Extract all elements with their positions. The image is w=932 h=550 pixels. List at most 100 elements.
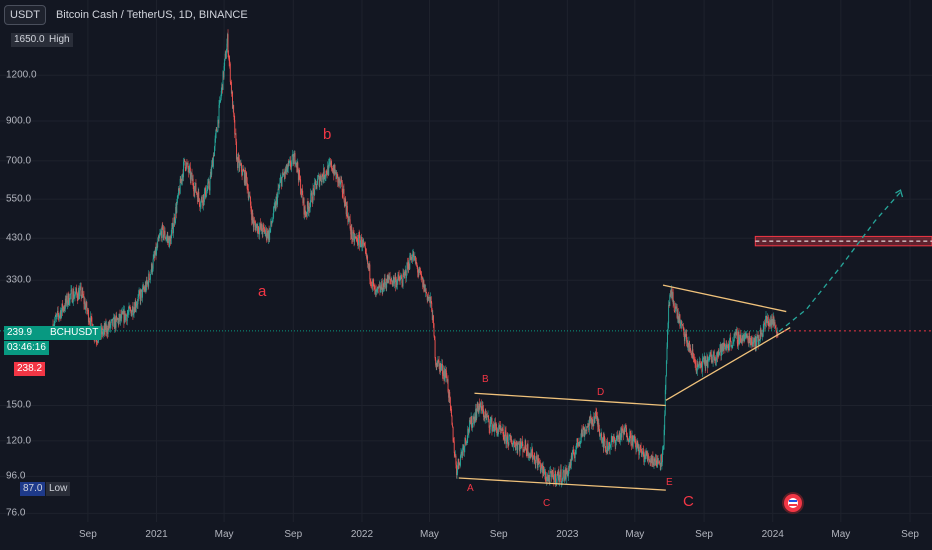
candle-body [689, 340, 690, 352]
candle-body [321, 174, 323, 183]
candle-body [109, 324, 111, 328]
candle-body [539, 462, 541, 471]
candle-body [381, 280, 383, 293]
candle-body [522, 444, 524, 452]
candle-body [630, 433, 632, 445]
currency-badge[interactable]: USDT [4, 5, 46, 25]
candle-body [609, 442, 611, 450]
candle-body [730, 337, 731, 342]
wave-label-A: A [467, 483, 474, 494]
candle-body [447, 379, 449, 392]
candle-body [398, 275, 400, 280]
candle-body [408, 261, 410, 269]
candle-body [757, 334, 759, 346]
candle-body [769, 322, 771, 326]
candle-body [524, 450, 526, 451]
x-tick-label: 2022 [350, 529, 374, 540]
candle-body [372, 279, 374, 284]
candle-body [328, 162, 330, 175]
candle-body [103, 325, 105, 330]
wave-label-B: B [482, 374, 489, 385]
candle-body [264, 228, 266, 234]
candle-body [430, 297, 432, 304]
low-value: 87.0 [23, 483, 43, 494]
candle-body [212, 160, 214, 167]
candle-body [647, 454, 649, 459]
candle-body [207, 182, 209, 190]
candle-body [438, 360, 440, 364]
candle-body [347, 216, 349, 222]
candle-body [184, 159, 186, 162]
candle-body [495, 424, 497, 430]
candle-body [301, 188, 303, 194]
candle-body [461, 451, 463, 455]
candle-body [519, 444, 520, 452]
candle-body [474, 416, 476, 422]
candle-body [733, 335, 735, 342]
candle-body [306, 201, 308, 215]
candle-body [68, 293, 70, 305]
candle-body [243, 171, 245, 183]
candle-body [330, 161, 332, 165]
candle-body [645, 450, 647, 456]
candle-body [298, 169, 300, 181]
candle-body [652, 456, 654, 464]
candle-body [702, 357, 704, 359]
candle-body [757, 334, 759, 337]
candle-body [180, 179, 182, 184]
candle-body [661, 462, 663, 465]
candle-body [441, 363, 443, 375]
candle-body [229, 63, 231, 82]
candle-body [423, 284, 425, 292]
high-value-tag: 1650.0 [11, 33, 48, 47]
candle-body [755, 336, 757, 347]
candle-body [624, 425, 626, 432]
event-flag-icon[interactable] [784, 494, 802, 512]
candle-body [775, 327, 777, 331]
candle-body [561, 478, 563, 482]
candle-body [739, 334, 741, 339]
candle-body [712, 353, 714, 363]
candle-body [323, 168, 325, 179]
candle-body [501, 428, 503, 432]
candle-body [766, 316, 768, 324]
candle-body [631, 444, 632, 446]
candle-body [574, 456, 576, 458]
candle-body [484, 416, 486, 420]
trendline [474, 392, 666, 407]
candle-body [566, 470, 568, 474]
candle-body [504, 430, 506, 442]
candle-body [514, 442, 516, 448]
candle-body [221, 84, 223, 90]
candle-body [491, 418, 493, 432]
y-tick-label: 330.0 [6, 274, 32, 286]
candle-body [694, 359, 695, 362]
candle-body [283, 174, 285, 177]
x-tick-label: Sep [695, 529, 713, 540]
candle-body [188, 169, 190, 173]
candle-body [152, 268, 154, 272]
candle-body [179, 178, 181, 194]
candle-body [541, 464, 543, 466]
candle-body [312, 188, 314, 203]
candle-body [413, 256, 415, 261]
candle-body [382, 291, 384, 293]
candle-body [382, 283, 384, 292]
x-tick-label: May [214, 529, 234, 540]
candle-body [579, 441, 581, 443]
candle-body [503, 437, 505, 442]
candle-body [703, 357, 704, 359]
candle-body [259, 223, 261, 228]
candle-body [384, 278, 385, 288]
candle-body [688, 340, 690, 348]
candle-body [640, 447, 642, 452]
candle-body [239, 163, 241, 168]
candle-body [605, 446, 607, 452]
candle-body [665, 360, 667, 377]
candle-body [261, 224, 263, 231]
candle-body [329, 162, 331, 164]
candle-body [686, 342, 688, 347]
candle-body [698, 364, 700, 366]
